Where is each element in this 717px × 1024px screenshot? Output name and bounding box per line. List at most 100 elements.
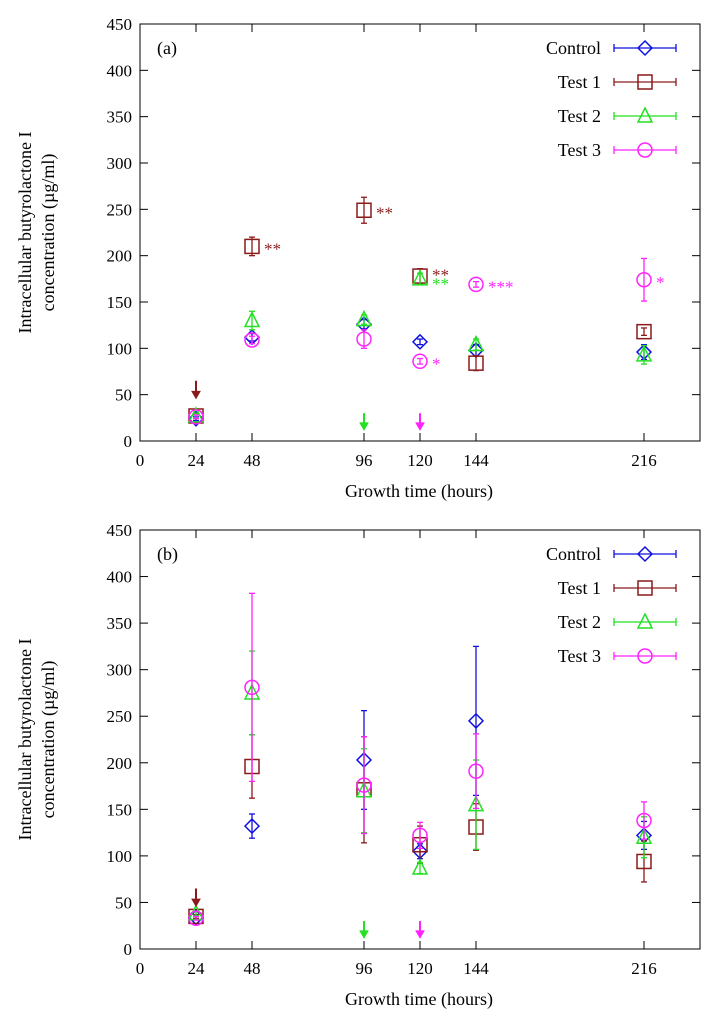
data-point-control: [411, 333, 429, 350]
legend-label-test2: Test 2: [558, 612, 601, 632]
y-axis-title-line1: Intracellular butyrolactone I: [15, 639, 35, 841]
data-point-test3: [356, 331, 372, 347]
x-tick-label: 216: [631, 959, 657, 978]
y-tick-label: 350: [107, 614, 133, 633]
x-tick-label: 96: [356, 451, 373, 470]
data-point-test3: [188, 910, 204, 927]
legend-label-control: Control: [546, 38, 601, 58]
arrow-head: [359, 422, 369, 431]
arrow-head: [415, 422, 425, 431]
x-axis-title: Growth time (hours): [345, 989, 493, 1010]
y-tick-label: 450: [107, 521, 133, 540]
y-axis-title-line2: concentration (µg/ml): [38, 661, 59, 819]
x-tick-label: 96: [356, 959, 373, 978]
data-point-test2: [187, 406, 205, 423]
y-tick-label: 0: [124, 940, 133, 959]
x-tick-label: 120: [407, 959, 433, 978]
x-tick-label: 216: [631, 451, 657, 470]
x-tick-label: 144: [463, 451, 489, 470]
data-point-test3: [244, 332, 260, 348]
panel-label: (a): [157, 38, 177, 59]
data-point-test1: [244, 238, 260, 255]
x-tick-label: 144: [463, 959, 489, 978]
y-tick-label: 400: [107, 61, 133, 80]
legend-marker-test1: [637, 580, 653, 596]
data-point-test3: [636, 812, 652, 829]
x-tick-label: 0: [136, 451, 145, 470]
y-tick-label: 150: [107, 293, 133, 312]
data-point-test3: [244, 679, 260, 696]
y-tick-label: 350: [107, 108, 133, 127]
y-tick-label: 450: [107, 15, 133, 34]
y-tick-label: 150: [107, 800, 133, 819]
data-point-test1: [356, 202, 372, 219]
data-point-test3: [412, 827, 428, 844]
y-axis-title-line2: concentration (µg/ml): [38, 154, 59, 312]
y-tick-label: 250: [107, 707, 133, 726]
data-point-control: [243, 818, 261, 835]
legend-marker-test1: [637, 74, 653, 90]
data-point-test2: [635, 827, 653, 845]
data-point-test1: [468, 355, 484, 371]
arrow-head: [191, 898, 201, 908]
y-tick-label: 300: [107, 661, 133, 680]
data-point-test3: [636, 272, 652, 288]
data-point-test3: [188, 409, 204, 425]
significance-mark: **: [264, 239, 281, 258]
x-tick-label: 24: [188, 959, 206, 978]
x-tick-label: 48: [244, 451, 261, 470]
plot-frame: [139, 529, 701, 950]
y-tick-label: 50: [115, 893, 132, 912]
data-point-test2: [355, 309, 373, 327]
data-point-test2: [243, 310, 261, 328]
y-tick-label: 50: [115, 386, 132, 405]
y-tick-label: 400: [107, 568, 133, 587]
arrow-head: [359, 930, 369, 939]
data-point-test1: [636, 323, 652, 340]
data-point-test3: [356, 777, 372, 793]
legend-label-control: Control: [546, 544, 601, 564]
y-tick-label: 100: [107, 339, 133, 358]
legend-label-test3: Test 3: [558, 646, 601, 666]
significance-mark: **: [432, 275, 449, 294]
legend-marker-test2: [636, 612, 654, 629]
legend-label-test1: Test 1: [558, 578, 601, 598]
x-tick-label: 48: [244, 959, 261, 978]
y-tick-label: 200: [107, 754, 133, 773]
significance-mark: ***: [488, 277, 514, 296]
data-point-test2: [467, 795, 485, 812]
y-tick-label: 200: [107, 247, 133, 266]
legend-marker-control: [636, 39, 654, 57]
legend-marker-test3: [637, 142, 653, 158]
data-point-test2: [635, 345, 653, 362]
y-tick-label: 0: [124, 432, 133, 451]
significance-mark: *: [656, 273, 665, 292]
x-tick-label: 120: [407, 451, 433, 470]
legend-label-test3: Test 3: [558, 140, 601, 160]
data-point-test3: [412, 353, 428, 370]
legend-label-test1: Test 1: [558, 72, 601, 92]
legend-label-test2: Test 2: [558, 106, 601, 126]
significance-mark: *: [432, 354, 441, 373]
plot-frame: [139, 23, 701, 442]
y-tick-label: 250: [107, 200, 133, 219]
x-axis-title: Growth time (hours): [345, 481, 493, 502]
panel-a: 0 50 100 150 200 250 300 350 400 450 0 24 48 96 120 144…: [15, 15, 701, 502]
data-point-control: [467, 712, 485, 729]
y-tick-label: 300: [107, 154, 133, 173]
panel-label: (b): [157, 544, 178, 565]
x-tick-label: 24: [188, 451, 206, 470]
panel-b: 0 50 100 150 200 250 300 350 400 450 0 24 48 96 120 144…: [15, 521, 701, 1010]
significance-mark: **: [432, 265, 449, 284]
arrow-head: [415, 930, 425, 939]
legend-marker-control: [636, 545, 654, 563]
arrow-head: [191, 390, 201, 400]
data-point-test2: [467, 334, 485, 352]
y-axis-title-line1: Intracellular butyrolactone I: [15, 132, 35, 334]
data-point-test3: [468, 763, 484, 779]
data-point-test2: [411, 269, 429, 286]
y-tick-label: 100: [107, 847, 133, 866]
data-point-test2: [411, 858, 429, 875]
data-point-test3: [468, 276, 484, 293]
